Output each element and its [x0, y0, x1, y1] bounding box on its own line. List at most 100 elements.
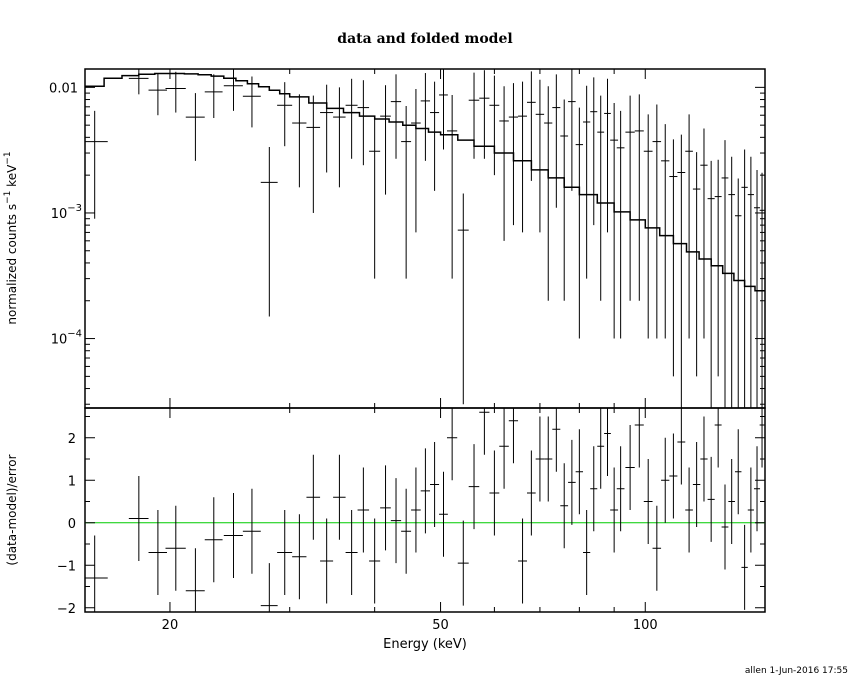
residual-point	[741, 524, 748, 610]
data-point	[369, 116, 381, 279]
data-point	[85, 110, 108, 219]
data-point	[700, 128, 708, 339]
data-point	[634, 94, 644, 301]
residual-point	[747, 467, 754, 553]
residual-point	[479, 408, 490, 455]
data-point	[165, 71, 186, 113]
residual-point	[604, 408, 611, 476]
x-tick-label: 50	[432, 618, 449, 633]
residual-point	[700, 416, 708, 502]
residual-point	[128, 476, 149, 561]
residual-point	[707, 456, 715, 542]
data-point	[457, 193, 469, 405]
data-point	[357, 80, 370, 166]
residual-point	[439, 471, 448, 557]
residual-point	[85, 535, 108, 612]
footer-timestamp: allen 1-Jun-2016 17:55	[745, 666, 848, 676]
data-point	[223, 69, 243, 111]
data-point	[277, 82, 293, 147]
data-point	[544, 86, 553, 301]
data-point	[661, 124, 670, 339]
data-point	[741, 149, 748, 408]
residual-point	[357, 467, 370, 553]
residual-point	[669, 433, 678, 519]
data-point	[625, 95, 635, 301]
data-point	[568, 69, 576, 191]
residual-point	[734, 429, 742, 515]
data-point	[242, 76, 261, 128]
axes: 20 50 100 0.01 10−3 10−4 −2 −1 0 1 2	[49, 69, 765, 633]
data-point	[575, 107, 584, 339]
data-point	[560, 99, 569, 301]
x-tick-label: 100	[633, 618, 658, 633]
residual-point	[721, 484, 729, 570]
data-point	[508, 83, 519, 226]
data-point	[747, 156, 754, 408]
residual-point	[643, 459, 653, 544]
residual-point	[468, 444, 480, 530]
chart-title: data and folded model	[337, 31, 512, 47]
data-point	[411, 89, 421, 233]
y-tick-label: 10−3	[51, 203, 82, 222]
residual-point	[292, 514, 307, 600]
residual-point	[535, 416, 545, 502]
data-point	[643, 114, 653, 339]
data-point	[468, 72, 480, 159]
data-point	[714, 159, 722, 377]
residual-point	[333, 454, 346, 540]
data-point	[669, 139, 678, 377]
residual-point	[590, 446, 598, 532]
residual-point	[185, 548, 205, 612]
residual-point	[306, 454, 321, 540]
data-point	[707, 160, 715, 408]
residual-point	[518, 518, 527, 604]
residual-point	[544, 416, 553, 502]
data-point	[204, 74, 223, 119]
data-point	[128, 69, 149, 95]
residual-point	[753, 446, 761, 532]
data-point	[604, 78, 611, 233]
residual-point	[401, 488, 412, 574]
data-point	[306, 95, 321, 213]
x-tick-label: 20	[162, 618, 179, 633]
residual-point	[148, 510, 167, 595]
residual-point	[728, 459, 735, 544]
residual-point	[369, 518, 381, 604]
data-point	[518, 81, 527, 233]
residual-point	[457, 520, 469, 606]
data-point	[721, 140, 729, 408]
residual-point	[714, 408, 722, 468]
residual-point	[616, 446, 625, 532]
data-point	[380, 85, 391, 195]
data-point	[728, 156, 735, 408]
residual-point	[575, 429, 584, 515]
data-point	[526, 71, 536, 181]
residual-point	[320, 518, 334, 604]
data-point	[489, 75, 500, 176]
y-tick-label: 0.01	[49, 81, 78, 96]
residual-point	[411, 467, 421, 553]
data-point	[610, 103, 619, 339]
residual-point	[165, 505, 186, 591]
data-point	[583, 85, 591, 279]
residual-point	[661, 437, 670, 523]
y-tick-label: −2	[57, 602, 76, 617]
data-point	[430, 81, 440, 191]
top-panel	[85, 69, 765, 408]
data-point	[185, 93, 205, 161]
data-point	[401, 106, 412, 279]
residual-point	[597, 408, 605, 489]
data-point	[420, 73, 431, 161]
residual-point	[625, 425, 635, 510]
residual-point	[526, 450, 536, 536]
residual-point	[380, 465, 391, 551]
residual-point	[204, 497, 223, 583]
data-point	[390, 74, 402, 159]
residual-point	[692, 442, 701, 527]
data-point	[292, 94, 307, 188]
data-point	[446, 94, 458, 279]
data-point	[499, 86, 509, 241]
data-point	[260, 147, 278, 317]
residual-point	[685, 467, 693, 553]
